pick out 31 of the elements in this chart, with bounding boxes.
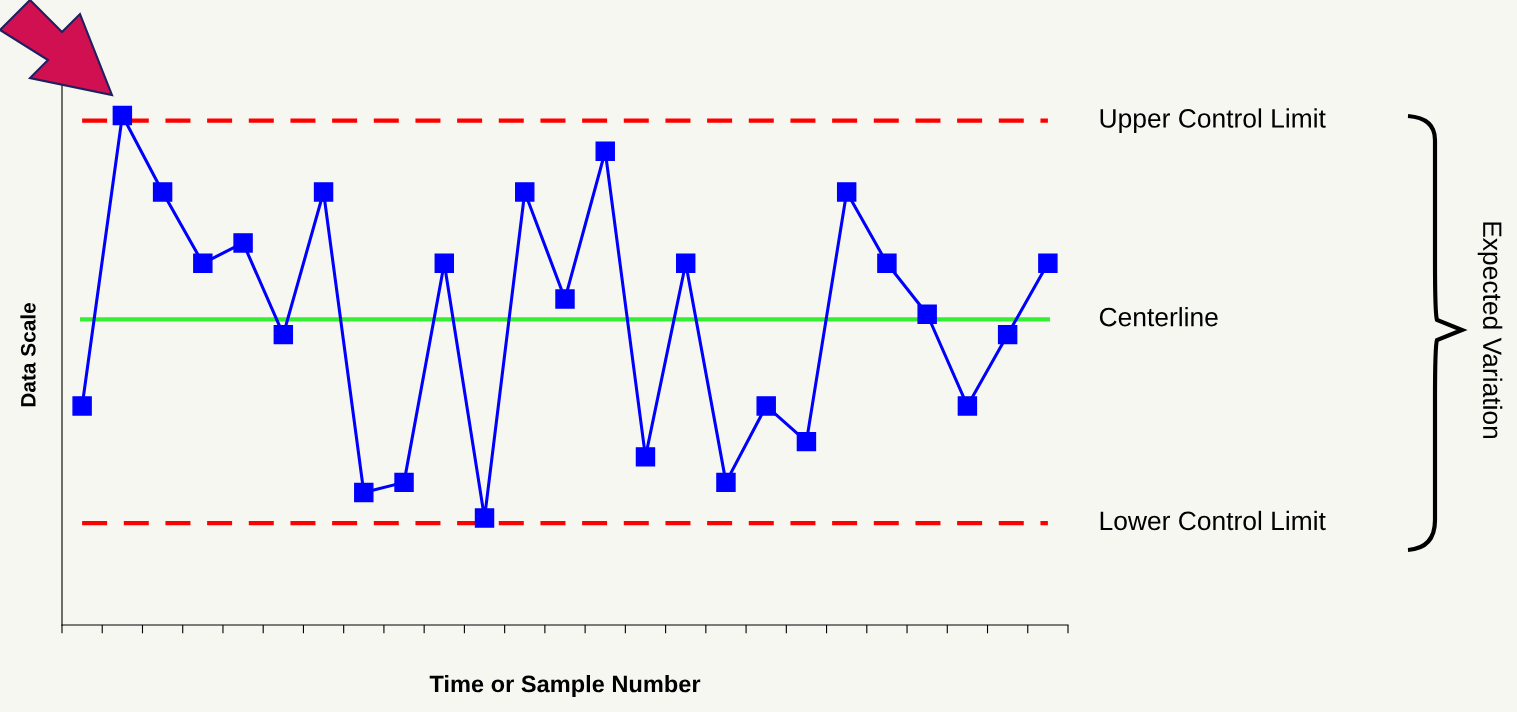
point: [112, 105, 133, 126]
point: [1038, 253, 1058, 274]
point: [515, 182, 535, 202]
point: [877, 253, 897, 274]
point: [434, 253, 455, 274]
y-axis-title: Data Scale: [20, 303, 36, 407]
point: [233, 233, 253, 253]
x-axis-title: Time or Sample Number: [429, 675, 701, 698]
point: [716, 472, 736, 493]
point: [152, 182, 173, 202]
point: [917, 304, 937, 324]
point: [354, 482, 374, 503]
point: [957, 396, 978, 416]
text: Expected Variation: [1477, 222, 1503, 439]
point: [273, 324, 294, 345]
ref-line-label: Centerline: [1099, 307, 1218, 327]
ref-line-label: Upper Control Limit: [1100, 108, 1326, 133]
ref-line-label: Lower Control Limit: [1100, 510, 1326, 531]
point: [193, 253, 213, 274]
point: [72, 396, 92, 416]
point: [756, 396, 776, 416]
point: [997, 324, 1018, 345]
point: [796, 431, 817, 452]
point: [474, 508, 495, 528]
point: [635, 447, 656, 467]
point: [836, 182, 857, 202]
point: [675, 253, 696, 274]
point: [313, 182, 334, 202]
point: [394, 472, 414, 493]
point: [595, 141, 615, 161]
point: [555, 289, 575, 309]
